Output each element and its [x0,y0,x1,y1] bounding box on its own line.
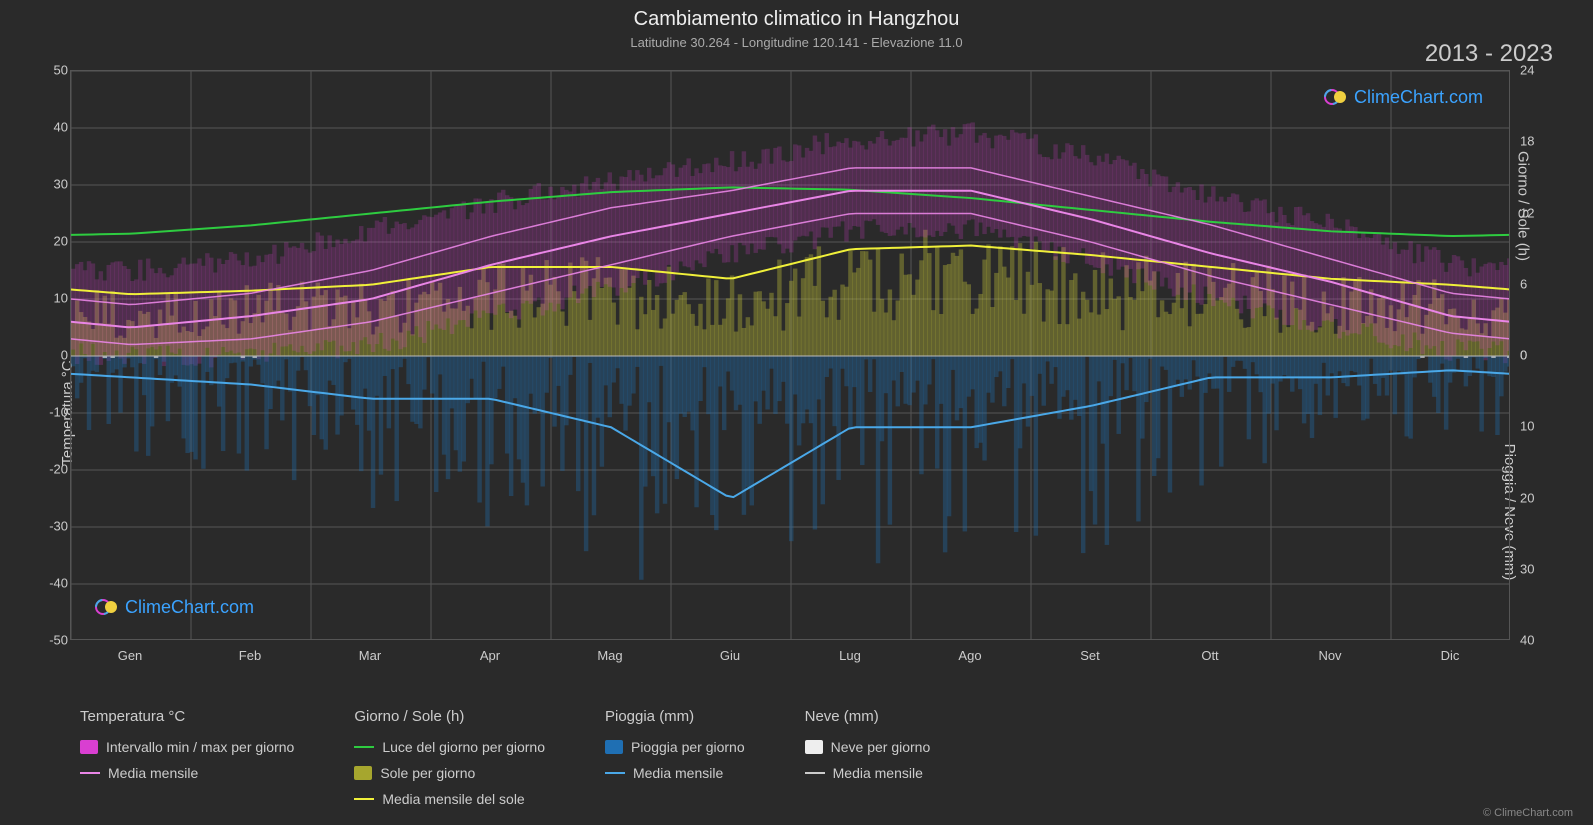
legend-col-snow: Neve (mm) Neve per giorno Media mensile [805,708,931,807]
logo-icon [1324,85,1348,109]
legend-item: Neve per giorno [805,739,931,755]
x-tick-month: Mag [597,648,622,663]
legend-swatch [80,772,100,774]
legend-item: Luce del giorno per giorno [354,739,545,755]
y-tick-right-bottom: 10 [1520,419,1548,434]
y-tick-right-bottom: 40 [1520,633,1548,648]
legend-label: Media mensile [633,765,723,781]
legend-swatch [354,798,374,800]
legend-label: Pioggia per giorno [631,739,745,755]
legend-swatch [354,746,374,748]
y-tick-right-top: 6 [1520,276,1548,291]
logo-text-bottom: ClimeChart.com [125,597,254,618]
y-tick-left: -40 [40,576,68,591]
legend-swatch [354,766,372,780]
legend-header: Neve (mm) [805,708,931,725]
x-tick-month: Apr [480,648,500,663]
y-tick-right-top: 12 [1520,205,1548,220]
chart-subtitle: Latitudine 30.264 - Longitudine 120.141 … [0,31,1593,50]
legend-col-rain: Pioggia (mm) Pioggia per giorno Media mens… [605,708,745,807]
x-tick-month: Set [1080,648,1100,663]
x-tick-month: Dic [1441,648,1460,663]
y-tick-left: 10 [40,291,68,306]
legend-label: Sole per giorno [380,765,475,781]
legend-label: Intervallo min / max per giorno [106,739,294,755]
x-tick-month: Feb [239,648,261,663]
y-tick-right-top: 18 [1520,134,1548,149]
x-tick-month: Gen [118,648,143,663]
chart-title: Cambiamento climatico in Hangzhou [0,0,1593,31]
y-tick-right-bottom: 0 [1520,348,1548,363]
climate-chart: Cambiamento climatico in Hangzhou Latitu… [0,0,1593,825]
legend-label: Media mensile [108,765,198,781]
y-tick-left: 50 [40,63,68,78]
logo-top: ClimeChart.com [1324,85,1483,109]
legend-swatch [805,740,823,754]
legend-item: Media mensile [80,765,294,781]
legend-item: Intervallo min / max per giorno [80,739,294,755]
x-tick-month: Nov [1318,648,1341,663]
legend-swatch [80,740,98,754]
y-tick-left: 30 [40,177,68,192]
legend-swatch [605,772,625,774]
y-tick-right-top: 24 [1520,63,1548,78]
y-tick-right-bottom: 20 [1520,490,1548,505]
y-tick-right-bottom: 30 [1520,561,1548,576]
x-tick-month: Giu [720,648,740,663]
logo-text-top: ClimeChart.com [1354,87,1483,108]
x-tick-month: Lug [839,648,861,663]
legend-swatch [605,740,623,754]
legend-col-temp: Temperatura °C Intervallo min / max per g… [80,708,294,807]
y-tick-left: 20 [40,234,68,249]
legend-header: Temperatura °C [80,708,294,725]
x-tick-month: Mar [359,648,381,663]
legend: Temperatura °C Intervallo min / max per g… [80,708,1553,807]
plot-area [70,70,1510,640]
x-tick-month: Ott [1201,648,1218,663]
legend-item: Pioggia per giorno [605,739,745,755]
legend-swatch [805,772,825,774]
legend-label: Media mensile del sole [382,791,524,807]
y-tick-left: 40 [40,120,68,135]
legend-col-daysun: Giorno / Sole (h) Luce del giorno per gio… [354,708,545,807]
y-tick-left: -20 [40,462,68,477]
logo-icon [95,595,119,619]
legend-item: Sole per giorno [354,765,545,781]
legend-label: Luce del giorno per giorno [382,739,545,755]
y-tick-left: 0 [40,348,68,363]
legend-header: Giorno / Sole (h) [354,708,545,725]
y-tick-left: -50 [40,633,68,648]
plot-svg [71,71,1509,639]
legend-header: Pioggia (mm) [605,708,745,725]
legend-label: Media mensile [833,765,923,781]
legend-item: Media mensile [605,765,745,781]
legend-item: Media mensile [805,765,931,781]
y-tick-left: -10 [40,405,68,420]
logo-bottom: ClimeChart.com [95,595,254,619]
x-tick-month: Ago [958,648,981,663]
y-tick-left: -30 [40,519,68,534]
copyright: © ClimeChart.com [1483,807,1573,819]
legend-item: Media mensile del sole [354,791,545,807]
legend-label: Neve per giorno [831,739,931,755]
